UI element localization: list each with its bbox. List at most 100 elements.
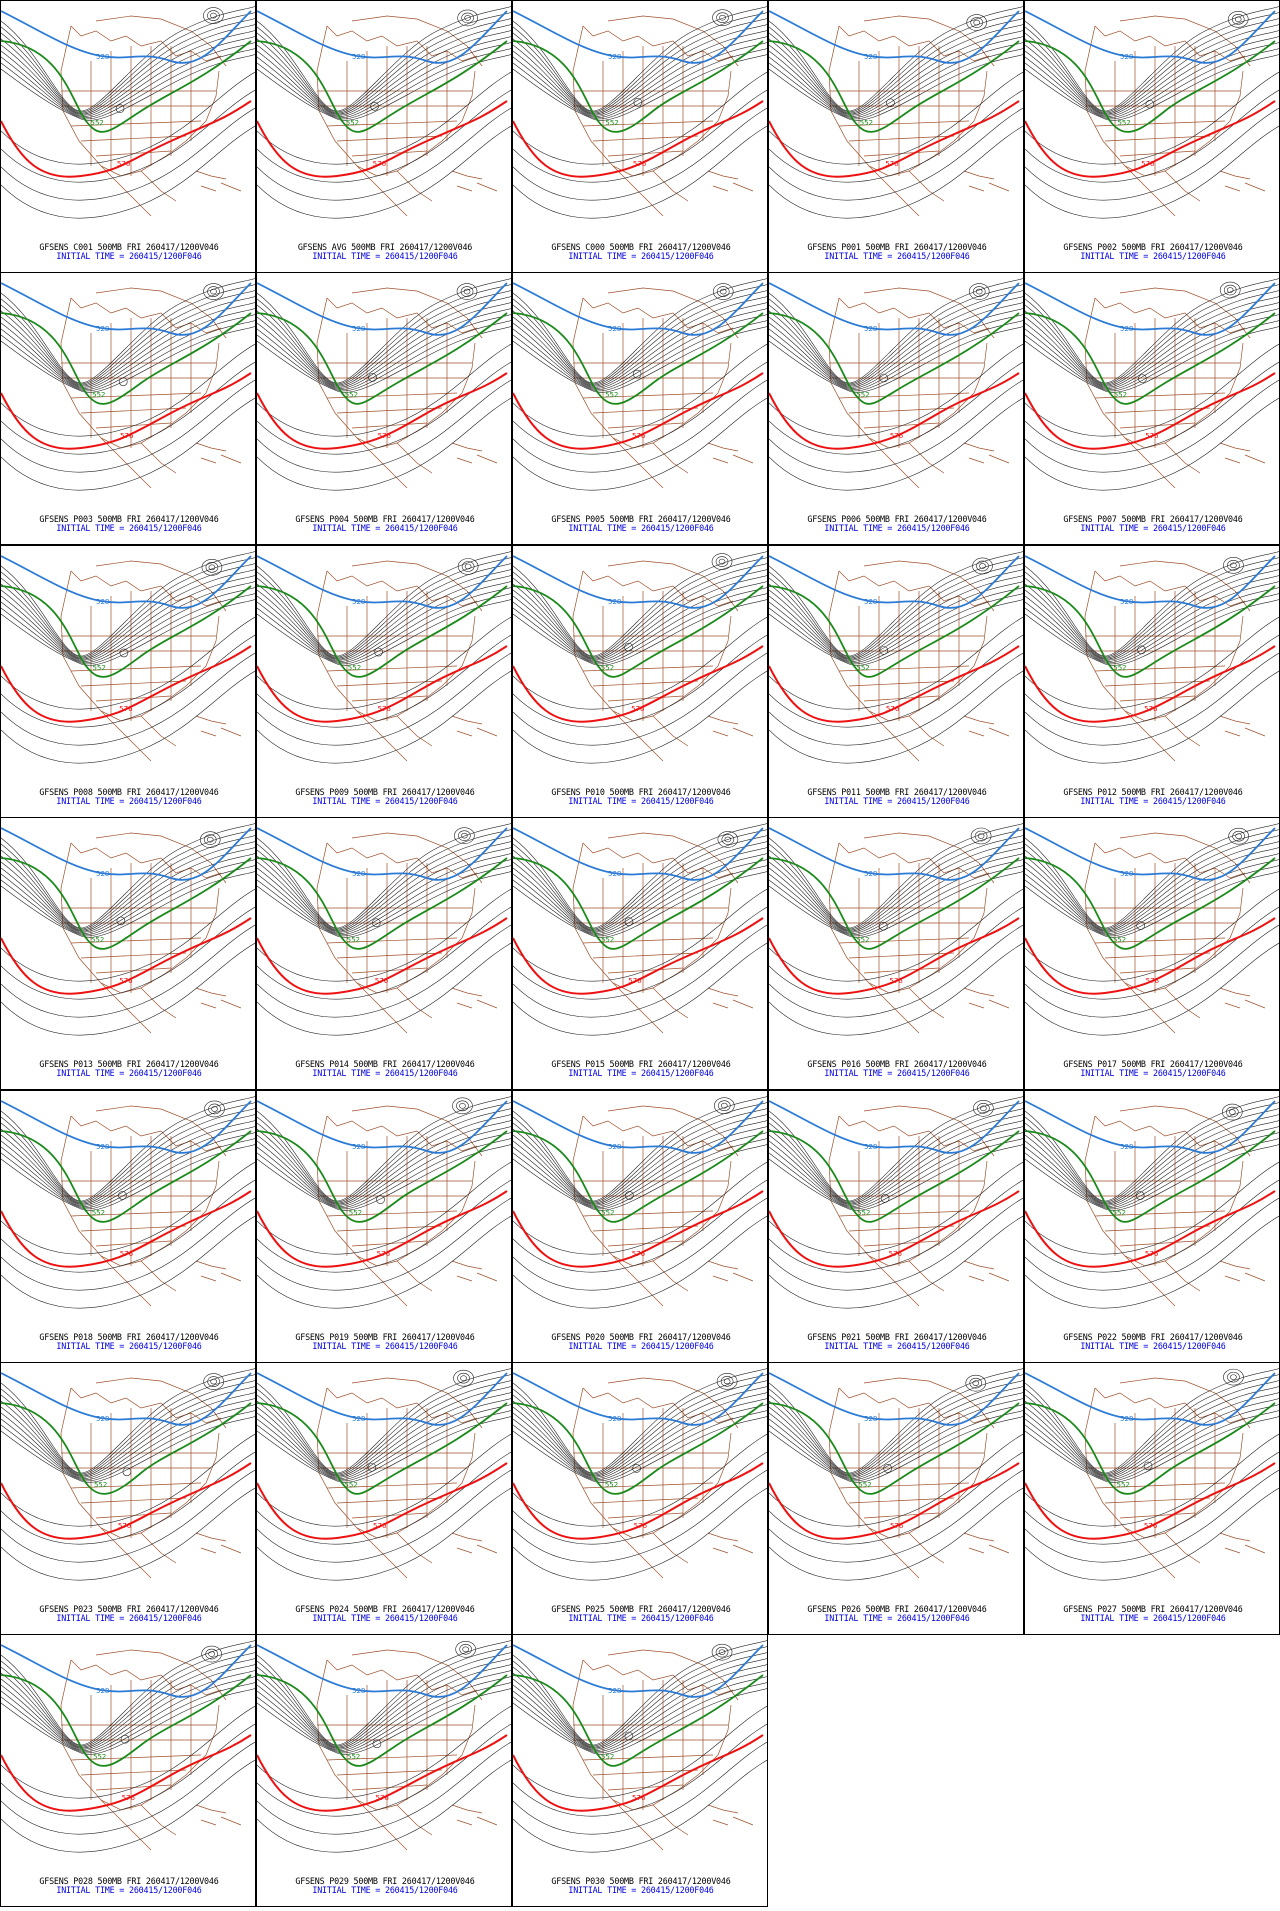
contour-map: 528 552 576 (1025, 551, 1279, 764)
height-contours (513, 823, 767, 1036)
label-528: 528 (1120, 325, 1133, 333)
contour-552 (513, 1130, 764, 1223)
label-528: 528 (864, 870, 877, 878)
contour-map: 528 552 576 (1, 823, 255, 1036)
label-552: 552 (349, 1209, 362, 1217)
label-576: 576 (889, 1250, 903, 1258)
ensemble-member-panel: 528 552 576 GFSENS AVG 500MB FRI 260417/120… (256, 0, 512, 273)
contour-576 (257, 1462, 508, 1540)
label-552: 552 (344, 1481, 357, 1489)
map-boundaries (316, 15, 498, 217)
label-552: 552 (346, 119, 359, 127)
map-boundaries (60, 15, 242, 217)
ensemble-member-panel: 528 552 576 GFSENS P006 500MB FRI 260417/12… (768, 272, 1024, 545)
label-528: 528 (864, 1415, 877, 1423)
label-552: 552 (345, 391, 358, 399)
height-contours (1, 551, 255, 764)
label-576: 576 (632, 432, 646, 440)
contour-576 (1, 645, 252, 723)
contour-528 (257, 1100, 508, 1154)
ensemble-member-panel: 528 552 576 GFSENS P028 500MB FRI 260417/12… (0, 1634, 256, 1907)
contour-552 (1, 1130, 252, 1223)
panel-initial-time: INITIAL TIME = 260415/1200F046 (56, 1613, 202, 1623)
ensemble-member-panel: 528 552 576 GFSENS P014 500MB FRI 260417/12… (256, 817, 512, 1090)
ensemble-member-panel: 528 552 576 GFSENS P019 500MB FRI 260417/12… (256, 1090, 512, 1363)
contour-528 (1025, 282, 1276, 336)
ensemble-member-panel: 528 552 576 GFSENS P021 500MB FRI 260417/12… (768, 1090, 1024, 1363)
label-528: 528 (352, 1143, 365, 1151)
label-528: 528 (864, 598, 877, 606)
ensemble-member-panel: 528 552 576 GFSENS P023 500MB FRI 260417/12… (0, 1362, 256, 1635)
panel-initial-time: INITIAL TIME = 260415/1200F046 (568, 1068, 714, 1078)
label-576: 576 (890, 432, 904, 440)
panel-initial-time: INITIAL TIME = 260415/1200F046 (824, 1341, 970, 1351)
contour-576 (769, 917, 1020, 995)
contour-528 (1, 10, 252, 64)
panel-initial-time: INITIAL TIME = 260415/1200F046 (56, 251, 202, 261)
contour-528 (1025, 555, 1276, 609)
contour-map: 528 552 576 (769, 6, 1023, 219)
contour-528 (513, 555, 764, 609)
label-576: 576 (1145, 432, 1159, 440)
label-528: 528 (352, 325, 365, 333)
contour-map: 528 552 576 (513, 6, 767, 219)
height-contours (257, 1640, 511, 1853)
label-552: 552 (1114, 391, 1127, 399)
contour-552 (1, 40, 252, 133)
height-contours (1025, 823, 1279, 1036)
contour-576 (1025, 100, 1276, 178)
label-576: 576 (1145, 1250, 1159, 1258)
height-contours (1, 823, 255, 1036)
contour-576 (257, 100, 508, 178)
contour-map: 528 552 576 (1, 278, 255, 491)
label-552: 552 (347, 936, 360, 944)
ensemble-member-panel: 528 552 576 GFSENS P029 500MB FRI 260417/12… (256, 1634, 512, 1907)
panel-initial-time: INITIAL TIME = 260415/1200F046 (312, 1885, 458, 1895)
label-576: 576 (378, 705, 392, 713)
panel-title: GFSENS P015 500MB FRI 260417/1200V046 (551, 1059, 731, 1069)
panel-initial-time: INITIAL TIME = 260415/1200F046 (56, 1885, 202, 1895)
contour-528 (513, 282, 764, 336)
contour-552 (1, 857, 252, 950)
panel-title: GFSENS P009 500MB FRI 260417/1200V046 (295, 787, 475, 797)
height-contours (1025, 6, 1279, 219)
label-576: 576 (1146, 977, 1160, 985)
ensemble-member-panel: 528 552 576 GFSENS P008 500MB FRI 260417/12… (0, 545, 256, 818)
contour-map: 528 552 576 (513, 1368, 767, 1581)
height-contours (769, 1368, 1023, 1581)
panel-title: GFSENS P020 500MB FRI 260417/1200V046 (551, 1332, 731, 1342)
panel-title: GFSENS P024 500MB FRI 260417/1200V046 (295, 1604, 475, 1614)
label-576: 576 (885, 160, 899, 168)
ensemble-member-panel: 528 552 576 GFSENS P027 500MB FRI 260417/12… (1024, 1362, 1280, 1635)
label-552: 552 (94, 1481, 107, 1489)
ensemble-member-panel: 528 552 576 GFSENS P003 500MB FRI 260417/12… (0, 272, 256, 545)
panel-title: GFSENS P007 500MB FRI 260417/1200V046 (1063, 514, 1243, 524)
contour-528 (769, 555, 1020, 609)
contour-map: 528 552 576 (769, 823, 1023, 1036)
contour-576 (1, 1734, 252, 1812)
label-576: 576 (120, 1250, 134, 1258)
contour-552 (1, 585, 252, 678)
contour-528 (513, 10, 764, 64)
ensemble-member-panel: 528 552 576 GFSENS P030 500MB FRI 260417/12… (512, 1634, 768, 1907)
contour-576 (769, 372, 1020, 450)
panel-initial-time: INITIAL TIME = 260415/1200F046 (1080, 1341, 1226, 1351)
contour-map: 528 552 576 (513, 1640, 767, 1853)
panel-initial-time: INITIAL TIME = 260415/1200F046 (1080, 523, 1226, 533)
label-576: 576 (120, 432, 134, 440)
label-552: 552 (856, 664, 869, 672)
contour-576 (513, 372, 764, 450)
map-boundaries (60, 287, 242, 489)
panel-title: GFSENS P029 500MB FRI 260417/1200V046 (295, 1876, 475, 1886)
label-552: 552 (1113, 664, 1126, 672)
contour-576 (1, 372, 252, 450)
label-528: 528 (864, 325, 877, 333)
contour-576 (1025, 372, 1276, 450)
contour-528 (1025, 827, 1276, 881)
contour-576 (1, 1462, 252, 1540)
contour-552 (1025, 585, 1276, 678)
contour-528 (513, 1644, 764, 1698)
ensemble-member-panel: 528 552 576 GFSENS P007 500MB FRI 260417/12… (1024, 272, 1280, 545)
panel-title: GFSENS P011 500MB FRI 260417/1200V046 (807, 787, 987, 797)
contour-576 (769, 645, 1020, 723)
